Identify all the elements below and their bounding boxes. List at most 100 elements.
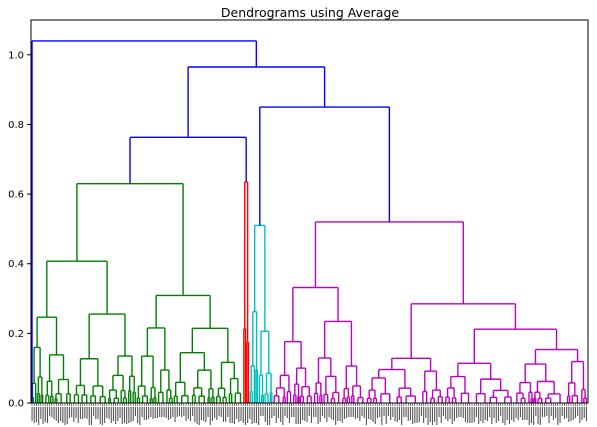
x-tick-labels — [31, 403, 587, 425]
x-tick-label — [398, 407, 400, 420]
x-tick-label — [51, 407, 53, 417]
x-tick-label — [198, 407, 200, 425]
x-tick-label — [277, 407, 279, 418]
x-tick-label — [513, 407, 515, 422]
x-tick-label — [533, 407, 535, 425]
x-tick-label — [557, 407, 559, 425]
x-tick-label — [49, 407, 51, 416]
x-tick-label — [176, 407, 178, 417]
x-tick-label — [64, 407, 66, 425]
x-tick-label — [99, 407, 101, 424]
x-tick-label — [31, 407, 33, 421]
x-tick-label — [148, 407, 150, 419]
x-tick-label — [385, 407, 387, 424]
x-tick-label — [238, 407, 240, 422]
y-tick-label: 1.0 — [8, 50, 24, 61]
x-tick-label — [117, 407, 119, 421]
x-tick-label — [330, 407, 332, 419]
x-tick-label — [253, 407, 255, 423]
x-tick-label — [346, 407, 348, 418]
x-tick-label — [134, 407, 136, 416]
x-tick-label — [317, 407, 319, 424]
x-tick-label — [284, 407, 286, 416]
x-tick-label — [491, 407, 493, 424]
x-tick-label — [335, 407, 337, 425]
x-tick-label — [161, 407, 163, 417]
y-tick-label: 0.0 — [8, 399, 24, 410]
x-tick-label — [66, 407, 68, 424]
x-tick-label — [266, 407, 268, 425]
x-tick-label — [104, 407, 106, 423]
x-tick-label — [71, 407, 73, 417]
x-tick-label — [528, 407, 530, 425]
x-tick-label — [577, 407, 579, 416]
x-tick-label — [68, 407, 70, 418]
chart-title: Dendrograms using Average — [220, 5, 400, 20]
x-tick-label — [493, 407, 495, 418]
x-tick-label — [183, 407, 185, 416]
y-ticks: 0.0 0.2 0.4 0.6 0.8 1.0 — [8, 50, 31, 410]
x-tick-label — [152, 407, 154, 419]
x-tick-label — [214, 407, 216, 418]
x-tick-label — [508, 407, 510, 424]
x-tick-label — [539, 407, 541, 425]
x-tick-label — [77, 407, 79, 423]
x-tick-label — [258, 407, 260, 425]
x-tick-label — [585, 407, 587, 421]
x-tick-label — [475, 407, 477, 417]
x-tick-label — [438, 407, 440, 417]
x-tick-label — [469, 407, 471, 423]
x-tick-label — [405, 407, 407, 417]
x-tick-label — [544, 407, 546, 417]
x-tick-label — [170, 407, 172, 419]
x-tick-label — [209, 407, 211, 425]
x-tick-label — [425, 407, 427, 418]
x-tick-label — [535, 407, 537, 416]
x-tick-label — [273, 407, 275, 416]
x-tick-label — [106, 407, 108, 418]
x-tick-label — [242, 407, 244, 423]
x-tick-label — [73, 407, 75, 422]
x-tick-label — [326, 407, 328, 422]
x-tick-label — [350, 407, 352, 417]
x-tick-label — [456, 407, 458, 418]
x-tick-label — [55, 407, 57, 421]
x-tick-label — [159, 407, 161, 417]
x-tick-label — [357, 407, 359, 418]
x-tick-label — [88, 407, 90, 425]
x-tick-label — [559, 407, 561, 423]
x-tick-label — [211, 407, 213, 421]
x-tick-label — [236, 407, 238, 419]
x-tick-label — [381, 407, 383, 425]
x-tick-label — [394, 407, 396, 421]
x-tick-label — [185, 407, 187, 421]
x-tick-label — [62, 407, 64, 423]
x-tick-label — [478, 407, 480, 424]
x-tick-label — [178, 407, 180, 416]
x-tick-label — [187, 407, 189, 419]
x-tick-label — [194, 407, 196, 422]
x-tick-label — [299, 407, 301, 424]
x-tick-label — [244, 407, 246, 425]
x-tick-label — [119, 407, 121, 418]
x-tick-label — [429, 407, 431, 422]
x-tick-label — [354, 407, 356, 419]
x-tick-label — [436, 407, 438, 425]
x-tick-label — [192, 407, 194, 416]
x-tick-label — [247, 407, 249, 423]
x-tick-label — [108, 407, 110, 419]
x-tick-label — [90, 407, 92, 425]
x-tick-label — [145, 407, 147, 420]
x-tick-label — [482, 407, 484, 423]
x-tick-label — [324, 407, 326, 418]
x-tick-label — [396, 407, 398, 422]
x-tick-label — [447, 407, 449, 421]
x-tick-label — [442, 407, 444, 416]
x-tick-label — [420, 407, 422, 416]
x-tick-label — [530, 407, 532, 423]
x-tick-label — [143, 407, 145, 420]
x-tick-label — [440, 407, 442, 423]
x-tick-label — [181, 407, 183, 417]
x-tick-label — [189, 407, 191, 421]
y-tick-label: 0.4 — [8, 259, 24, 270]
